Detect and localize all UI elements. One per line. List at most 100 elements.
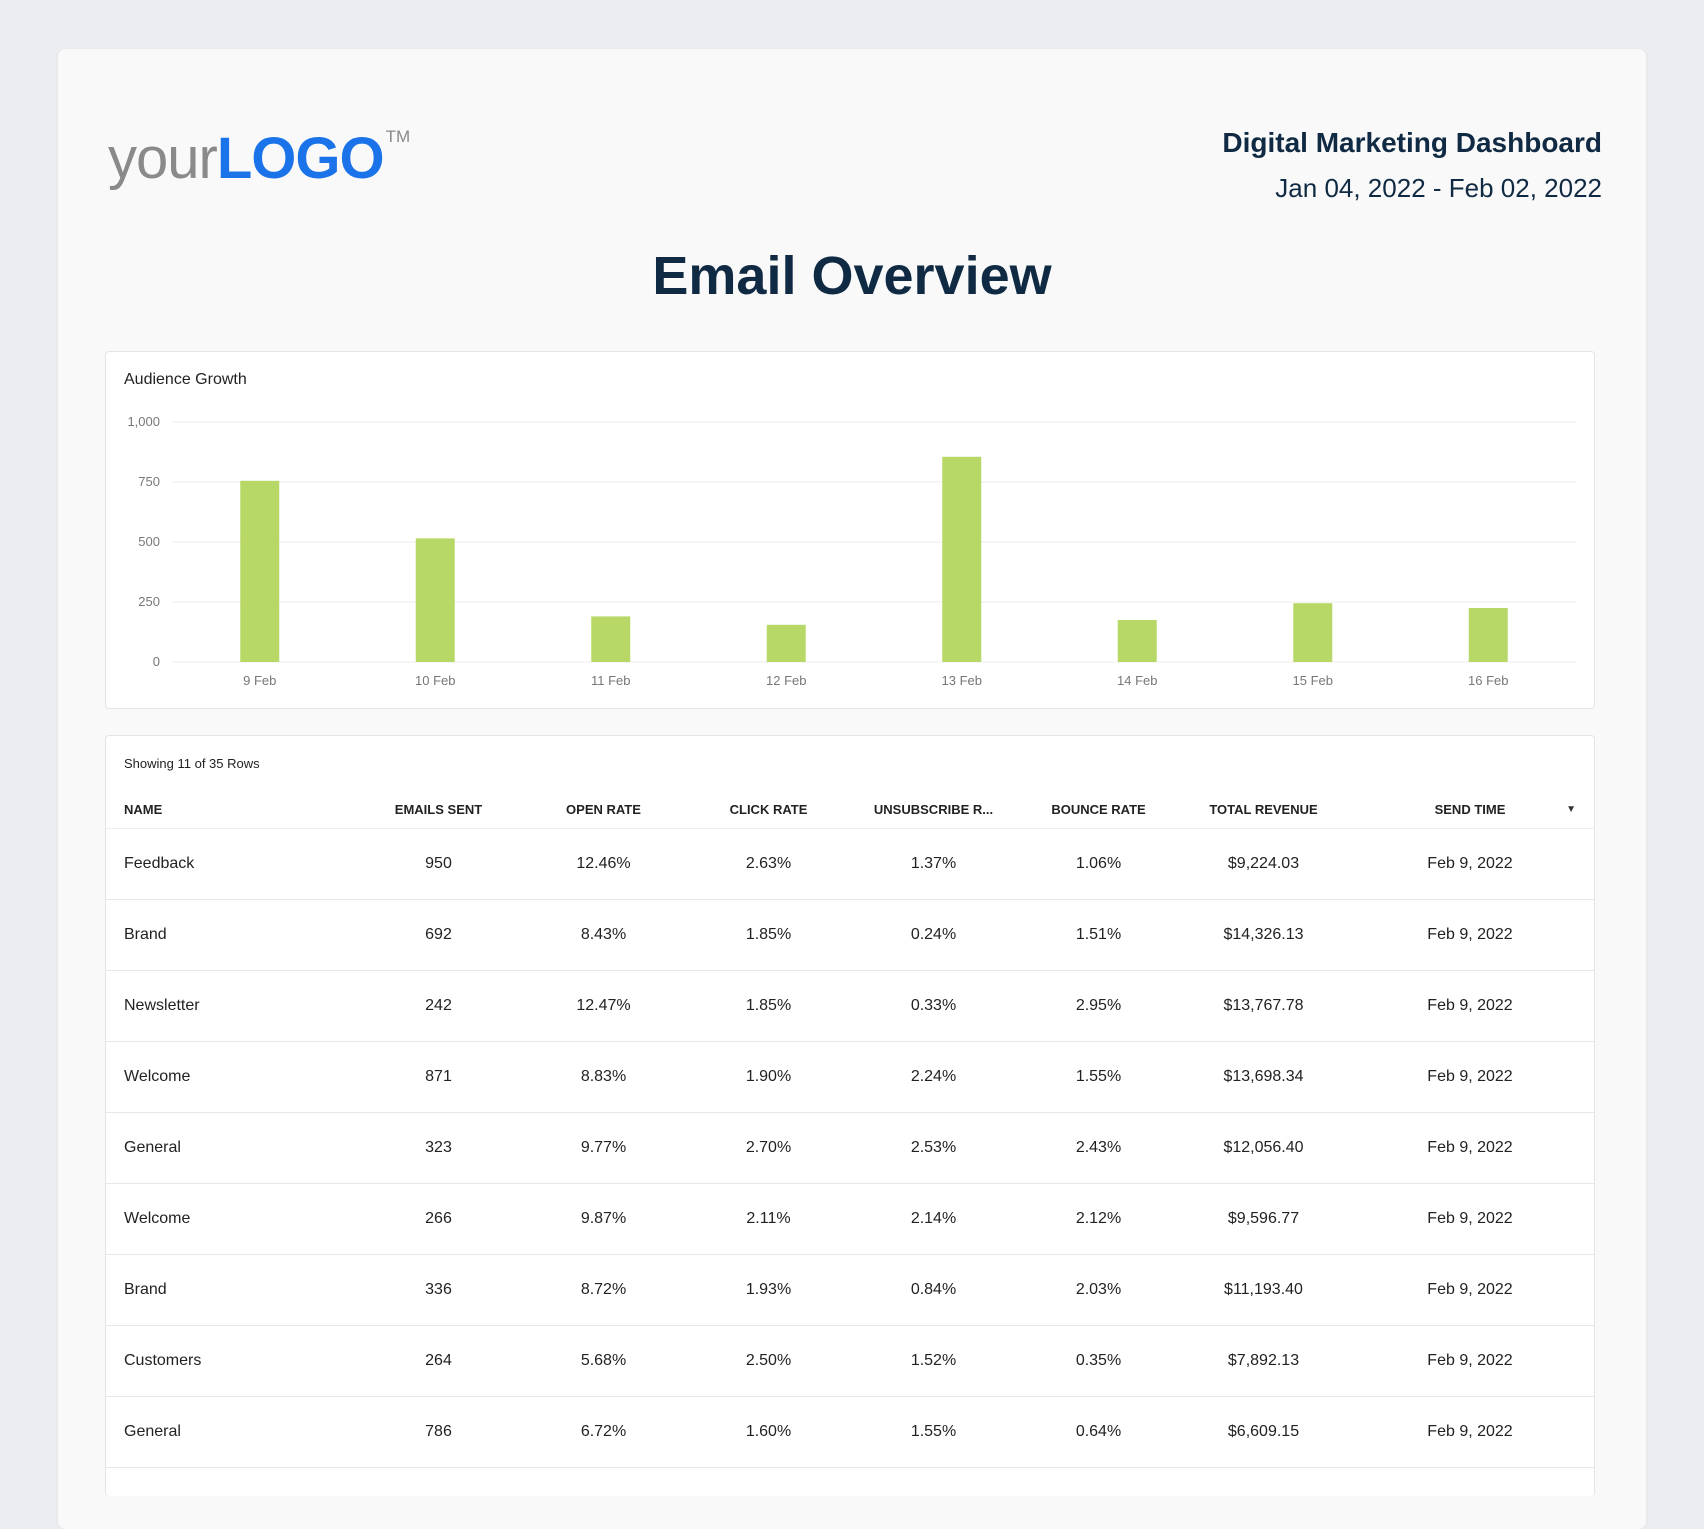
bar-15-feb[interactable]: [1293, 603, 1333, 662]
y-tick-label: 0: [153, 654, 160, 669]
x-tick-label: 14 Feb: [1117, 673, 1157, 688]
table-row[interactable]: Newsletter 242 12.47% 1.85% 0.33% 2.95% $13,76…: [106, 970, 1594, 1042]
cell-open-rate: 6.72%: [521, 1396, 686, 1468]
table-row[interactable]: General 786 6.72% 1.60% 1.55% 0.64% $6,609.15 F…: [106, 1396, 1594, 1468]
cell-emails-sent: 266: [356, 1183, 521, 1255]
report-page: yourLOGO TM Digital Marketing Dashboard J…: [58, 49, 1646, 1529]
cell-click-rate: 1.90%: [686, 1041, 851, 1113]
table-row[interactable]: General 323 9.77% 2.70% 2.53% 2.43% $12,056.40…: [106, 1112, 1594, 1184]
cell-click-rate: 2.70%: [686, 1112, 851, 1184]
cell-total-revenue: $12,056.40: [1181, 1112, 1346, 1184]
table-row[interactable]: Customers 264 5.68% 2.50% 1.52% 0.35% $7,892.1…: [106, 1325, 1594, 1397]
x-tick-label: 9 Feb: [243, 673, 276, 688]
date-range: Jan 04, 2022 - Feb 02, 2022: [1275, 173, 1602, 203]
cell-total-revenue: $9,224.03: [1181, 828, 1346, 900]
y-tick-label: 500: [138, 534, 160, 549]
cell-click-rate: 1.85%: [686, 970, 851, 1042]
column-header-emails-sent[interactable]: EMAILS SENT: [356, 790, 521, 829]
cell-total-revenue: $6,609.15: [1181, 1396, 1346, 1468]
cell-open-rate: 9.77%: [521, 1112, 686, 1184]
column-header-unsubscribe-rate[interactable]: UNSUBSCRIBE R...: [851, 790, 1016, 829]
table-row[interactable]: Welcome 266 9.87% 2.11% 2.14% 2.12% $9,596.77 F…: [106, 1183, 1594, 1255]
audience-growth-card: 0 250 500 750 1,000 9 Feb 10 Feb 11 Feb 12 Feb 13…: [105, 351, 1595, 709]
cell-bounce-rate: 2.12%: [1016, 1183, 1181, 1255]
cell-unsubscribe-rate: 0.33%: [851, 970, 1016, 1042]
cell-send-time: Feb 9, 2022: [1346, 899, 1594, 971]
x-tick-label: 15 Feb: [1293, 673, 1333, 688]
cell-emails-sent: 786: [356, 1396, 521, 1468]
cell-emails-sent: 950: [356, 828, 521, 900]
bar-14-feb[interactable]: [1117, 620, 1157, 662]
cell-bounce-rate: 2.43%: [1016, 1112, 1181, 1184]
cell-emails-sent: 336: [356, 1254, 521, 1326]
y-tick-label: 250: [138, 594, 160, 609]
cell-send-time: Feb 9, 2022: [1346, 1112, 1594, 1184]
cell-unsubscribe-rate: 0.24%: [851, 899, 1016, 971]
table-row[interactable]: Brand 336 8.72% 1.93% 0.84% 2.03% $11,193.40 Fe…: [106, 1254, 1594, 1326]
x-tick-label: 16 Feb: [1468, 673, 1508, 688]
cell-name: Welcome: [106, 1183, 356, 1255]
cell-name: Brand: [106, 899, 356, 971]
cell-name: General: [106, 1396, 356, 1468]
cell-unsubscribe-rate: 1.52%: [851, 1325, 1016, 1397]
cell-open-rate: 5.68%: [521, 1325, 686, 1397]
y-tick-label: 750: [138, 474, 160, 489]
table-row[interactable]: Brand 692 8.43% 1.85% 0.24% 1.51% $14,326.13 Fe…: [106, 899, 1594, 971]
report-header: Digital Marketing Dashboard Jan 04, 2022…: [1222, 127, 1602, 204]
cell-send-time: Feb 9, 2022: [1346, 1325, 1594, 1397]
cell-bounce-rate: 1.06%: [1016, 828, 1181, 900]
cell-bounce-rate: 1.55%: [1016, 1041, 1181, 1113]
cell-click-rate: 1.93%: [686, 1254, 851, 1326]
cell-click-rate: 2.63%: [686, 828, 851, 900]
cell-name: Customers: [106, 1325, 356, 1397]
cell-emails-sent: 242: [356, 970, 521, 1042]
dashboard-title: Digital Marketing Dashboard: [1222, 127, 1602, 158]
column-header-open-rate[interactable]: OPEN RATE: [521, 790, 686, 829]
cell-send-time: Feb 9, 2022: [1346, 1396, 1594, 1468]
chart-title: Audience Growth: [124, 371, 247, 388]
cell-bounce-rate: 2.03%: [1016, 1254, 1181, 1326]
cell-unsubscribe-rate: 1.55%: [851, 1396, 1016, 1468]
cell-total-revenue: $7,892.13: [1181, 1325, 1346, 1397]
cell-bounce-rate: 0.35%: [1016, 1325, 1181, 1397]
cell-open-rate: 12.47%: [521, 970, 686, 1042]
cell-bounce-rate: 0.64%: [1016, 1396, 1181, 1468]
cell-click-rate: 1.60%: [686, 1396, 851, 1468]
cell-total-revenue: $14,326.13: [1181, 899, 1346, 971]
column-header-bounce-rate[interactable]: BOUNCE RATE: [1016, 790, 1181, 829]
cell-emails-sent: 264: [356, 1325, 521, 1397]
bar-11-feb[interactable]: [591, 616, 631, 662]
cell-name: Feedback: [106, 828, 356, 900]
cell-open-rate: 12.46%: [521, 828, 686, 900]
bar-10-feb[interactable]: [415, 538, 455, 662]
cell-unsubscribe-rate: 2.53%: [851, 1112, 1016, 1184]
bar-13-feb[interactable]: [942, 456, 982, 662]
email-table: NAME EMAILS SENT OPEN RATE CLICK RATE UN…: [106, 790, 1594, 1468]
cell-unsubscribe-rate: 0.84%: [851, 1254, 1016, 1326]
bar-12-feb[interactable]: [766, 624, 806, 662]
cell-send-time: Feb 9, 2022: [1346, 828, 1594, 900]
logo-text-your: your: [108, 126, 218, 191]
y-tick-label: 1,000: [127, 414, 160, 429]
audience-growth-chart: 0 250 500 750 1,000 9 Feb 10 Feb 11 Feb 12 Feb 13…: [127, 414, 1576, 688]
column-header-click-rate[interactable]: CLICK RATE: [686, 790, 851, 829]
column-header-send-time[interactable]: SEND TIME: [1346, 790, 1594, 829]
cell-unsubscribe-rate: 2.14%: [851, 1183, 1016, 1255]
cell-name: Welcome: [106, 1041, 356, 1113]
bar-16-feb[interactable]: [1468, 608, 1508, 662]
cell-total-revenue: $13,767.78: [1181, 970, 1346, 1042]
cell-emails-sent: 323: [356, 1112, 521, 1184]
cell-unsubscribe-rate: 1.37%: [851, 828, 1016, 900]
cell-send-time: Feb 9, 2022: [1346, 1041, 1594, 1113]
page-title: Email Overview: [652, 246, 1052, 306]
table-row[interactable]: Feedback 950 12.46% 2.63% 1.37% 1.06% $9,224.0…: [106, 828, 1594, 900]
column-header-name[interactable]: NAME: [106, 790, 356, 829]
column-header-total-revenue[interactable]: TOTAL REVENUE: [1181, 790, 1346, 829]
row-count-label: Showing 11 of 35 Rows: [124, 756, 260, 771]
table-row[interactable]: Welcome 871 8.83% 1.90% 2.24% 1.55% $13,698.34…: [106, 1041, 1594, 1113]
cell-emails-sent: 871: [356, 1041, 521, 1113]
bar-9-feb[interactable]: [240, 480, 280, 662]
cell-total-revenue: $9,596.77: [1181, 1183, 1346, 1255]
cell-click-rate: 2.50%: [686, 1325, 851, 1397]
cell-click-rate: 2.11%: [686, 1183, 851, 1255]
